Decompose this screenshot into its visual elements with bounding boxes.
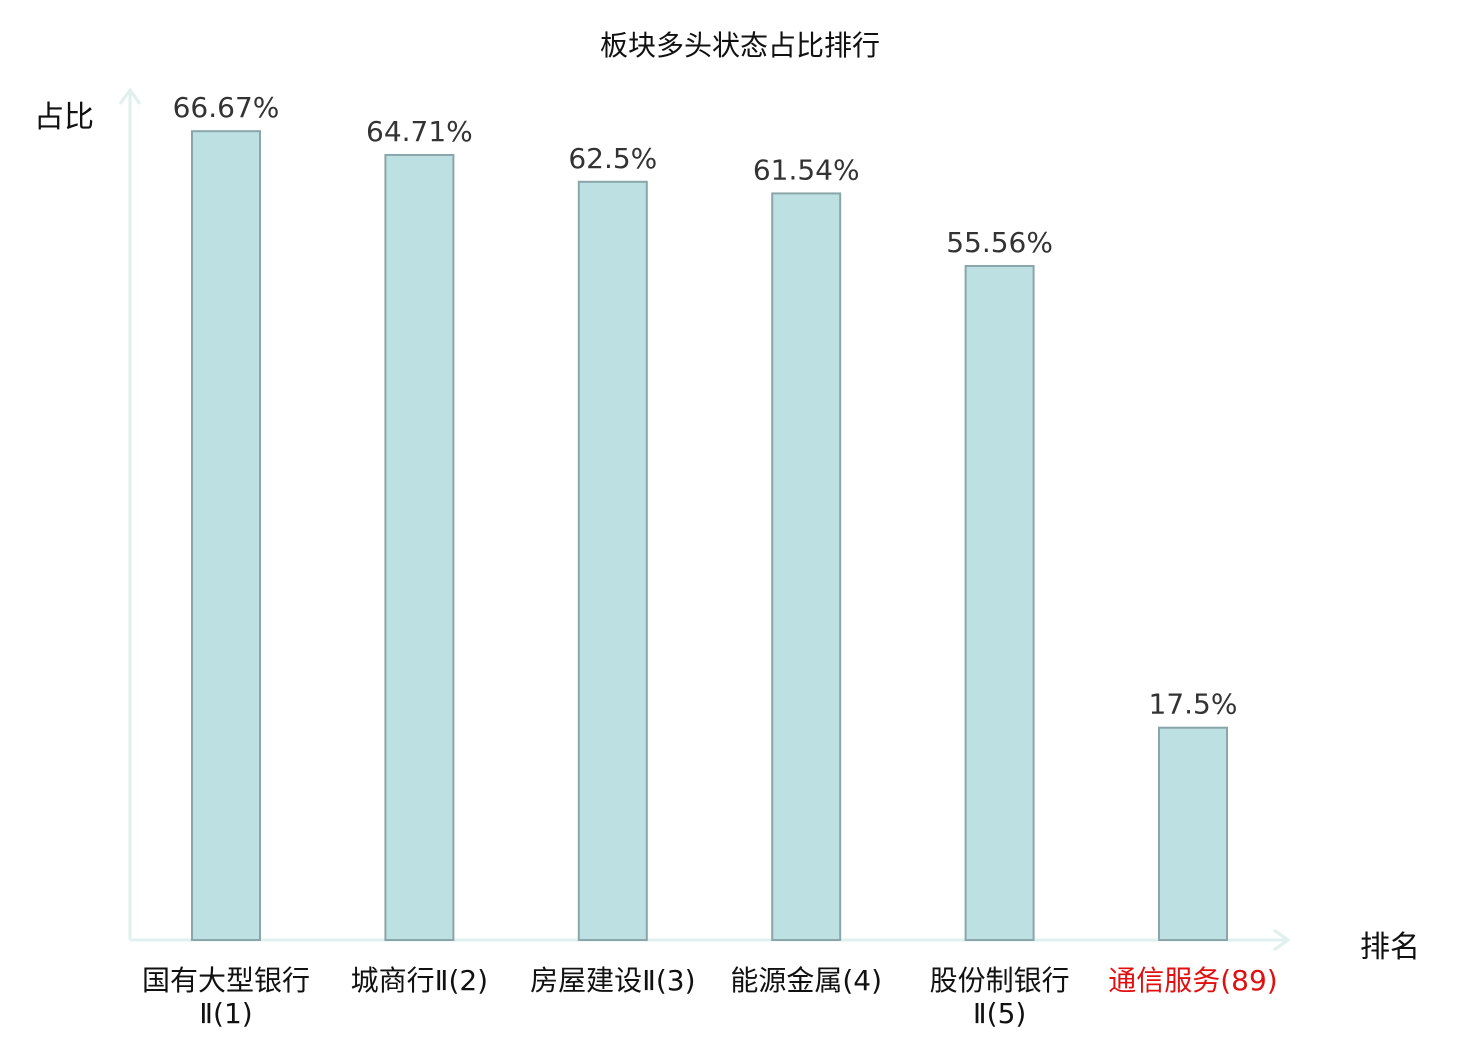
category-label: 城商行Ⅱ(2) xyxy=(350,964,489,997)
axes xyxy=(118,87,1291,952)
bar xyxy=(384,153,455,941)
bar-value-label: 64.71% xyxy=(366,115,473,148)
bar-value-label: 17.5% xyxy=(1149,688,1238,721)
y-axis-label: 占比 xyxy=(34,100,94,135)
bar-value-label: 61.54% xyxy=(753,153,860,186)
category-label: 国有大型银行Ⅱ(1) xyxy=(141,964,310,1030)
bar xyxy=(577,180,648,942)
bar-value-label: 55.56% xyxy=(946,226,1053,259)
x-axis-label: 排名 xyxy=(1360,930,1420,965)
y-axis-arrow xyxy=(118,87,142,105)
x-axis-arrow xyxy=(1273,928,1291,952)
bar-value-label: 66.67% xyxy=(173,91,280,124)
category-label: 通信服务(89) xyxy=(1108,964,1278,997)
bar xyxy=(1158,726,1228,941)
category-label: 能源金属(4) xyxy=(730,964,883,997)
category-label: 房屋建设Ⅱ(3) xyxy=(530,964,696,997)
category-label: 股份制银行Ⅱ(5) xyxy=(929,964,1070,1030)
chart-title: 板块多头状态占比排行 xyxy=(599,29,880,62)
bar-value-label: 62.5% xyxy=(568,142,657,175)
bar xyxy=(964,264,1035,941)
bar xyxy=(191,130,261,941)
value-labels: 66.67% 64.71% 62.5% 61.54% 55.56% 17.5% xyxy=(173,91,1238,721)
bar xyxy=(771,192,842,942)
bars xyxy=(191,130,1228,942)
